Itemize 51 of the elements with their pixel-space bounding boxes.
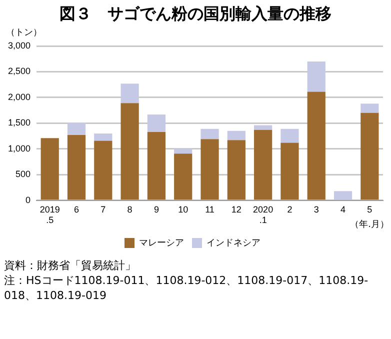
bar: [227, 130, 246, 140]
x-axis-title: （年.月）: [350, 218, 389, 230]
x-tick-label: 12: [231, 204, 242, 214]
bar: [147, 114, 166, 132]
x-tick-label: 3: [314, 204, 319, 214]
bar: [307, 92, 326, 200]
bar: [280, 128, 299, 143]
bar: [67, 135, 86, 200]
bar: [200, 128, 219, 140]
bar: [120, 84, 139, 104]
x-tick-label: 8: [127, 204, 132, 214]
bar: [174, 148, 192, 154]
bar: [147, 132, 166, 200]
y-tick-label: 0: [26, 194, 31, 205]
y-tick-label: 3,000: [8, 40, 31, 50]
bar: [67, 122, 86, 136]
x-tick-label: 2019 .5: [40, 204, 60, 226]
text: 注：HSコード1108.19-011、1108.19-012、1108.19-017、1108.19-018、1108.19-019: [4, 273, 370, 303]
bar: [227, 140, 246, 200]
x-tick-label: 9: [154, 204, 159, 214]
bar: [254, 130, 272, 200]
bar: [280, 142, 299, 200]
x-tick-label: 2020 .1: [253, 204, 274, 226]
bar: [120, 103, 139, 200]
y-tick-label: 2,500: [8, 66, 31, 76]
bar: [40, 138, 59, 200]
bar: [200, 139, 219, 200]
y-tick-label: 1,000: [8, 143, 31, 154]
bar: [94, 140, 112, 200]
y-tick-label: 500: [15, 169, 31, 180]
bar: [174, 154, 192, 200]
x-tick-label: 7: [100, 204, 106, 214]
bar: [254, 125, 272, 130]
x-tick-label: 2: [287, 204, 292, 214]
x-tick-label: 5: [367, 204, 372, 214]
x-tick-label: 6: [74, 204, 80, 214]
x-tick-label: 11: [205, 204, 214, 214]
bar: [360, 112, 379, 200]
bar: [360, 104, 379, 113]
text: 資料：財務省「貿易統計」: [4, 258, 137, 273]
y-tick-label: 2,000: [8, 92, 31, 102]
x-tick-label: 4: [340, 204, 346, 214]
x-tick-label: 10: [178, 204, 188, 214]
bar: [334, 191, 352, 200]
bar: [307, 61, 326, 92]
legend-label: インドネシア: [206, 237, 260, 248]
y-tick-label: 1,500: [8, 118, 31, 128]
legend-label: マレーシア: [139, 237, 184, 248]
y-axis-title: （トン）: [6, 28, 42, 38]
bar: [94, 133, 112, 141]
chart-title: 図３ サゴでん粉の国別輸入量の推移: [58, 3, 332, 25]
